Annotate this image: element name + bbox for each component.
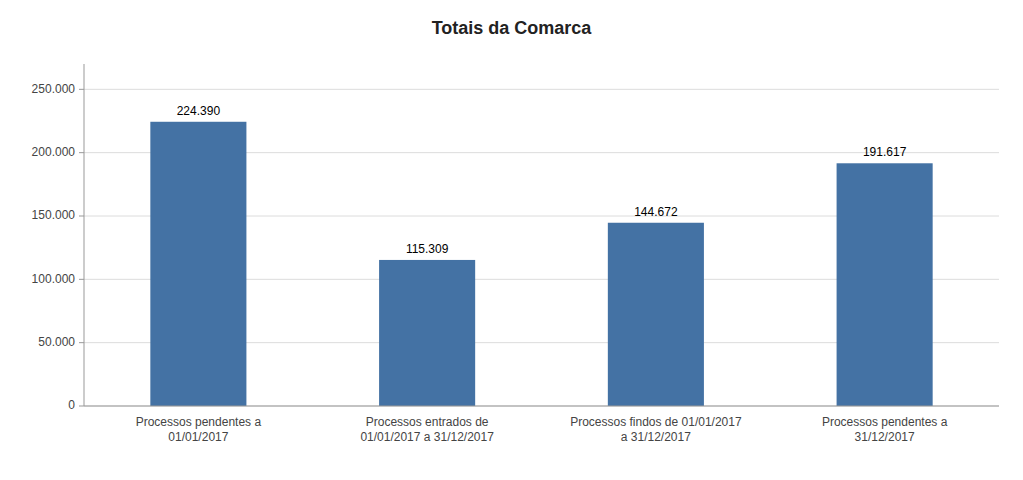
y-tick — [79, 89, 84, 90]
bar — [837, 163, 933, 406]
x-tick-label: Processos pendentes a31/12/2017 — [822, 415, 948, 444]
x-tick-label: Processos entrados de01/01/2017 a 31/12/… — [360, 415, 494, 444]
data-label: 191.617 — [863, 145, 907, 159]
bar — [379, 260, 475, 406]
chart-container: Totais da Comarca 0 50.000 100.000 150.000 20… — [0, 0, 1023, 480]
chart: Totais da Comarca 0 50.000 100.000 150.000 20… — [0, 0, 1023, 480]
y-tick-label: 200.000 — [32, 145, 76, 159]
y-tick-label: 150.000 — [32, 208, 76, 222]
data-label: 115.309 — [406, 242, 449, 256]
grid — [84, 89, 999, 406]
x-tick-label-line: Processos entrados de — [366, 415, 489, 429]
grid-line — [84, 406, 999, 407]
x-tick-label-line: 31/12/2017 — [855, 430, 915, 444]
data-labels: 224.390 115.309 144.672 191.617 — [177, 104, 907, 256]
y-tick — [79, 216, 84, 217]
bars — [150, 122, 932, 406]
bar — [150, 122, 246, 406]
x-tick-label-line: 01/01/2017 — [168, 430, 228, 444]
x-tick-label: Processos findos de 01/01/2017a 31/12/20… — [570, 415, 742, 444]
y-tick-label: 50.000 — [38, 335, 75, 349]
y-tick-label: 0 — [68, 398, 75, 412]
x-axis: Processos pendentes a01/01/2017Processos… — [136, 415, 948, 444]
x-tick-label-line: 01/01/2017 a 31/12/2017 — [360, 430, 494, 444]
y-tick — [79, 279, 84, 280]
x-tick-label: Processos pendentes a01/01/2017 — [136, 415, 262, 444]
y-tick-label: 100.000 — [32, 272, 76, 286]
data-label: 144.672 — [634, 205, 678, 219]
x-tick-label-line: Processos pendentes a — [822, 415, 948, 429]
y-axis-line — [84, 64, 85, 406]
x-tick-label-line: a 31/12/2017 — [621, 430, 691, 444]
x-axis-line — [84, 406, 999, 407]
x-tick-label-line: Processos pendentes a — [136, 415, 262, 429]
x-tick-label-line: Processos findos de 01/01/2017 — [570, 415, 742, 429]
y-tick — [79, 342, 84, 343]
grid-line — [84, 89, 999, 90]
title: Totais da Comarca — [432, 18, 593, 38]
y-axis: 0 50.000 100.000 150.000 200.000 250.000 — [32, 82, 84, 413]
y-tick — [79, 406, 84, 407]
y-tick — [79, 152, 84, 153]
y-tick-label: 250.000 — [32, 82, 76, 96]
data-label: 224.390 — [177, 104, 221, 118]
bar — [608, 223, 704, 406]
